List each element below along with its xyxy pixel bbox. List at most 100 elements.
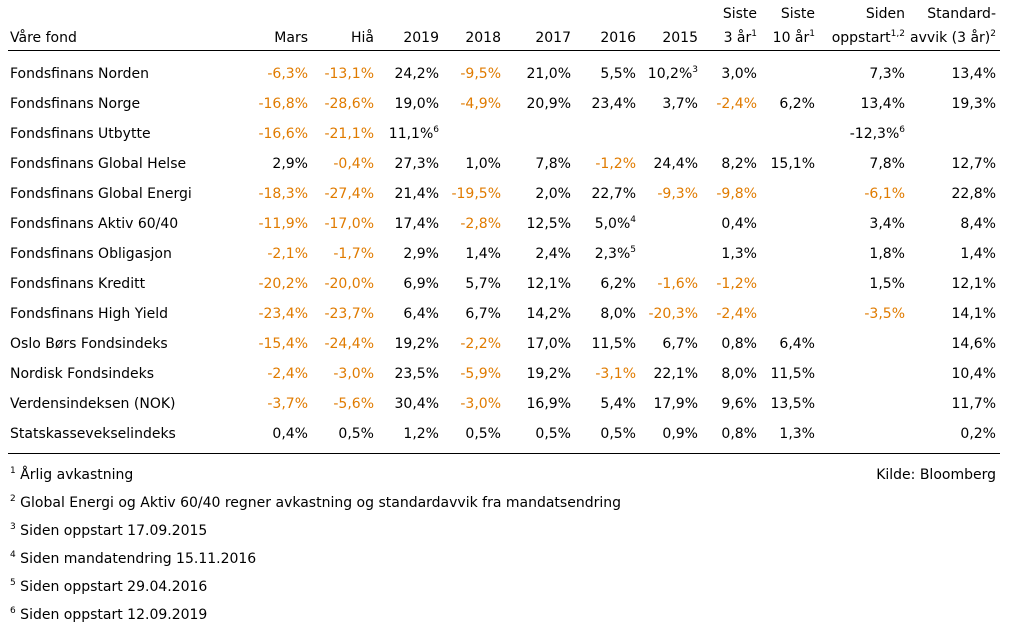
- cell-2017: 0,5%: [535, 419, 571, 449]
- table-row: Verdensindeksen (NOK) -3,7% -5,6% 30,4% -3,0…: [0, 389, 1026, 419]
- cell-value: 6,2%: [600, 276, 636, 292]
- cell-value: 1,2%: [403, 426, 439, 442]
- cell-value: 17,4%: [394, 216, 439, 232]
- cell-value: 2,0%: [535, 186, 571, 202]
- cell-2018: 6,7%: [465, 299, 501, 329]
- table-row: Statskassevekselindeks 0,4% 0,5% 1,2% 0,5% 0,…: [0, 419, 1026, 449]
- footnote-text: Global Energi og Aktiv 60/40 regner avka…: [15, 495, 621, 511]
- cell-value: 13,5%: [770, 396, 815, 412]
- cell-siste-10-ar: 11,5%: [771, 359, 815, 389]
- footnote-text: Årlig avkastning: [15, 467, 134, 483]
- header-2017: 2017: [535, 30, 571, 46]
- cell-standardavvik: 14,6%: [952, 329, 996, 359]
- cell-2019: 6,9%: [403, 269, 439, 299]
- fund-name: Fondsfinans Utbytte: [10, 126, 151, 142]
- cell-value: -9,5%: [460, 66, 501, 82]
- cell-value: 0,2%: [960, 426, 996, 442]
- cell-value: 17,9%: [653, 396, 698, 412]
- cell-2018: 0,5%: [465, 419, 501, 449]
- cell-hia: -17,0%: [324, 209, 374, 239]
- cell-2017: 21,0%: [527, 59, 571, 89]
- footnote: 4 Siden mandatendring 15.11.2016: [10, 549, 256, 569]
- cell-siden-oppstart: 7,3%: [869, 59, 905, 89]
- cell-siste-3-ar: 0,4%: [721, 209, 757, 239]
- cell-siste-10-ar: 13,5%: [771, 389, 815, 419]
- cell-value: 6,7%: [465, 306, 501, 322]
- cell-2016: 2,3%5: [595, 239, 636, 269]
- cell-value: 19,3%: [951, 96, 996, 112]
- cell-2015: 17,9%: [654, 389, 698, 419]
- cell-2019: 1,2%: [403, 419, 439, 449]
- cell-value: -3,0%: [333, 366, 374, 382]
- cell-value: 23,5%: [394, 366, 439, 382]
- cell-value: 7,8%: [535, 156, 571, 172]
- cell-mars: -23,4%: [258, 299, 308, 329]
- cell-2017: 20,9%: [527, 89, 571, 119]
- cell-siste-3-ar: -2,4%: [716, 299, 757, 329]
- cell-2015: 10,2%3: [648, 59, 698, 89]
- cell-value: 12,7%: [951, 156, 996, 172]
- cell-value: 8,4%: [960, 216, 996, 232]
- cell-siden-oppstart: 7,8%: [869, 149, 905, 179]
- cell-2019: 21,4%: [395, 179, 439, 209]
- cell-value: -6,1%: [864, 186, 905, 202]
- cell-value: -9,3%: [657, 186, 698, 202]
- cell-2015: 24,4%: [654, 149, 698, 179]
- footnote-number: 2: [10, 494, 16, 504]
- cell-value: -5,6%: [333, 396, 374, 412]
- cell-value: 11,5%: [770, 366, 815, 382]
- cell-standardavvik: 10,4%: [952, 359, 996, 389]
- fund-name: Verdensindeksen (NOK): [10, 396, 176, 412]
- cell-2017: 12,1%: [527, 269, 571, 299]
- header-2016: 2016: [600, 30, 636, 46]
- cell-siden-oppstart: -12,3%6: [850, 119, 905, 149]
- footnote: 6 Siden oppstart 12.09.2019: [10, 605, 207, 625]
- cell-value: -13,1%: [324, 66, 374, 82]
- cell-value: 0,5%: [600, 426, 636, 442]
- header-std-line1: Standard-: [927, 6, 996, 22]
- table-row: Fondsfinans Global Energi -18,3% -27,4% 21,…: [0, 179, 1026, 209]
- cell-value: 13,4%: [951, 66, 996, 82]
- cell-mars: -6,3%: [267, 59, 308, 89]
- cell-value: 5,5%: [600, 66, 636, 82]
- cell-hia: -24,4%: [324, 329, 374, 359]
- cell-value: 14,2%: [526, 306, 571, 322]
- cell-value: 6,2%: [779, 96, 815, 112]
- cell-hia: -5,6%: [333, 389, 374, 419]
- cell-2017: 16,9%: [527, 389, 571, 419]
- cell-value: -21,1%: [324, 126, 374, 142]
- cell-mars: -20,2%: [258, 269, 308, 299]
- cell-value: 3,0%: [721, 66, 757, 82]
- cell-value: 10,2%: [647, 66, 693, 82]
- header-siste3-line1: Siste: [722, 6, 757, 22]
- footnote: 5 Siden oppstart 29.04.2016: [10, 577, 207, 597]
- cell-value: 19,2%: [394, 336, 439, 352]
- cell-2017: 2,4%: [535, 239, 571, 269]
- cell-value: -23,7%: [324, 306, 374, 322]
- cell-value: 24,2%: [394, 66, 439, 82]
- fund-name: Fondsfinans Norden: [10, 66, 149, 82]
- cell-value: -3,7%: [267, 396, 308, 412]
- cell-standardavvik: 11,7%: [952, 389, 996, 419]
- cell-value: 5,4%: [600, 396, 636, 412]
- cell-2018: -2,2%: [460, 329, 501, 359]
- cell-value: -16,6%: [258, 126, 308, 142]
- cell-2016: -3,1%: [595, 359, 636, 389]
- cell-value: -27,4%: [324, 186, 374, 202]
- cell-value: 22,1%: [653, 366, 698, 382]
- cell-hia: -28,6%: [324, 89, 374, 119]
- cell-value: 0,8%: [721, 426, 757, 442]
- cell-value: -1,6%: [657, 276, 698, 292]
- cell-2016: 23,4%: [592, 89, 636, 119]
- footnote: 1 Årlig avkastning: [10, 465, 133, 485]
- footer-rule: [8, 453, 1000, 454]
- cell-value: -1,2%: [716, 276, 757, 292]
- fund-name: Nordisk Fondsindeks: [10, 366, 155, 382]
- cell-siste-10-ar: 1,3%: [779, 419, 815, 449]
- cell-value: 14,6%: [951, 336, 996, 352]
- cell-value: 0,5%: [465, 426, 501, 442]
- cell-value: 6,7%: [662, 336, 698, 352]
- header-2015: 2015: [662, 30, 698, 46]
- footnote-number: 1: [10, 466, 16, 476]
- header-mars: Mars: [274, 30, 308, 46]
